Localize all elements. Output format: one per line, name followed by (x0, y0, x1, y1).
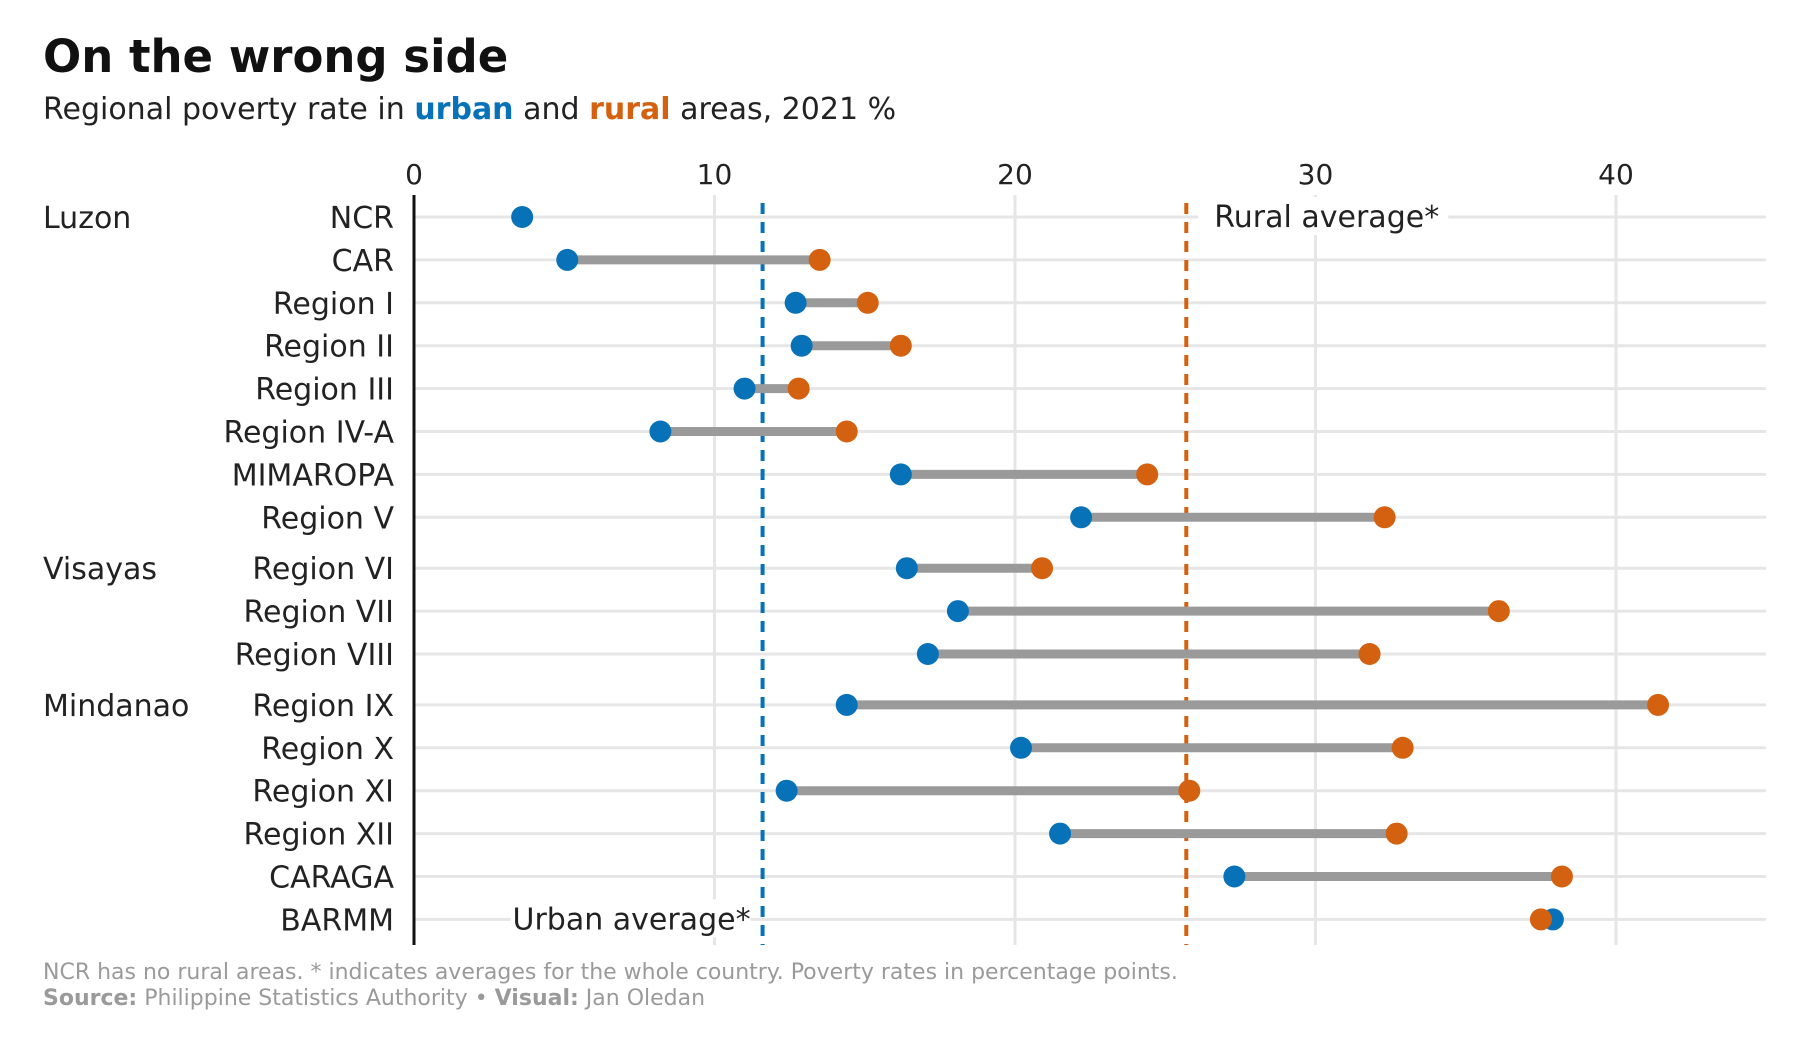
footer-note: NCR has no rural areas. * indicates aver… (43, 960, 1178, 985)
urban-point (889, 463, 912, 486)
x-tick-label: 0 (405, 158, 423, 191)
region-label: Region VII (244, 595, 394, 630)
region-label: Region III (255, 373, 394, 408)
subtitle-rural-word: rural (589, 92, 671, 127)
x-tick-label: 20 (997, 158, 1033, 191)
rural-point (1487, 600, 1510, 623)
region-label: Region VIII (235, 638, 394, 673)
urban-point (1049, 822, 1072, 845)
rural-point (1529, 908, 1552, 931)
visual-label: Visual: (494, 986, 579, 1011)
region-label: Region IV-A (223, 416, 394, 451)
urban-point (775, 779, 798, 802)
rural-point (1647, 693, 1670, 716)
credit-separator: • (474, 986, 488, 1011)
region-label: CAR (332, 244, 394, 279)
rural-point (808, 248, 831, 271)
urban-point (835, 693, 858, 716)
urban-point (1010, 736, 1033, 759)
group-label: Mindanao (43, 689, 189, 724)
urban-point (556, 248, 579, 271)
region-label: Region V (261, 501, 394, 536)
subtitle-middle: and (513, 92, 590, 127)
x-tick-label: 30 (1298, 158, 1334, 191)
source-value: Philippine Statistics Authority (144, 986, 468, 1011)
x-tick-label: 10 (697, 158, 733, 191)
rural-point (1385, 822, 1408, 845)
region-label: NCR (330, 201, 394, 236)
rural-average-label: Rural average* (1214, 200, 1439, 235)
rural-point (856, 291, 879, 314)
urban-average-label-bg (510, 899, 751, 938)
subtitle-urban-word: urban (414, 92, 514, 127)
source-label: Source: (43, 986, 138, 1011)
urban-average-label: Urban average* (512, 902, 750, 937)
rural-point (889, 334, 912, 357)
urban-point (916, 643, 939, 665)
urban-point (784, 291, 807, 314)
x-tick-label: 40 (1598, 158, 1634, 191)
urban-point (511, 206, 534, 228)
region-label: CARAGA (269, 861, 394, 896)
rural-point (1358, 643, 1381, 665)
region-label: MIMAROPA (232, 458, 395, 493)
rural-point (1136, 463, 1159, 486)
rural-average-label-bg (1198, 197, 1449, 235)
urban-point (895, 557, 918, 580)
rural-point (1031, 557, 1054, 580)
footer-credits: Source: Philippine Statistics Authority … (43, 986, 705, 1011)
urban-point (733, 377, 756, 400)
region-label: Region XII (244, 818, 394, 853)
chart-title: On the wrong side (43, 30, 509, 83)
rural-point (1373, 506, 1396, 529)
rural-point (1550, 865, 1573, 888)
region-label: Region I (273, 287, 394, 322)
subtitle-suffix: areas, 2021 % (670, 92, 897, 127)
subtitle-prefix: Regional poverty rate in (43, 92, 415, 127)
rural-point (1178, 779, 1201, 802)
rural-point (1391, 736, 1414, 759)
region-label: Region X (261, 732, 394, 767)
region-label: BARMM (280, 903, 394, 938)
region-label: Region VI (252, 552, 394, 587)
urban-point (790, 334, 813, 357)
region-label: Region II (264, 330, 394, 365)
chart-subtitle: Regional poverty rate in urban and rural… (43, 92, 896, 127)
urban-point (946, 600, 969, 623)
region-label: Region XI (252, 775, 394, 810)
visual-value: Jan Oledan (585, 986, 706, 1011)
region-label: Region IX (252, 689, 394, 724)
urban-point (649, 420, 672, 443)
rural-point (835, 420, 858, 443)
rural-point (787, 377, 810, 400)
urban-point (1070, 506, 1093, 529)
group-label: Visayas (43, 552, 157, 587)
group-label: Luzon (43, 201, 131, 236)
urban-point (1223, 865, 1246, 888)
